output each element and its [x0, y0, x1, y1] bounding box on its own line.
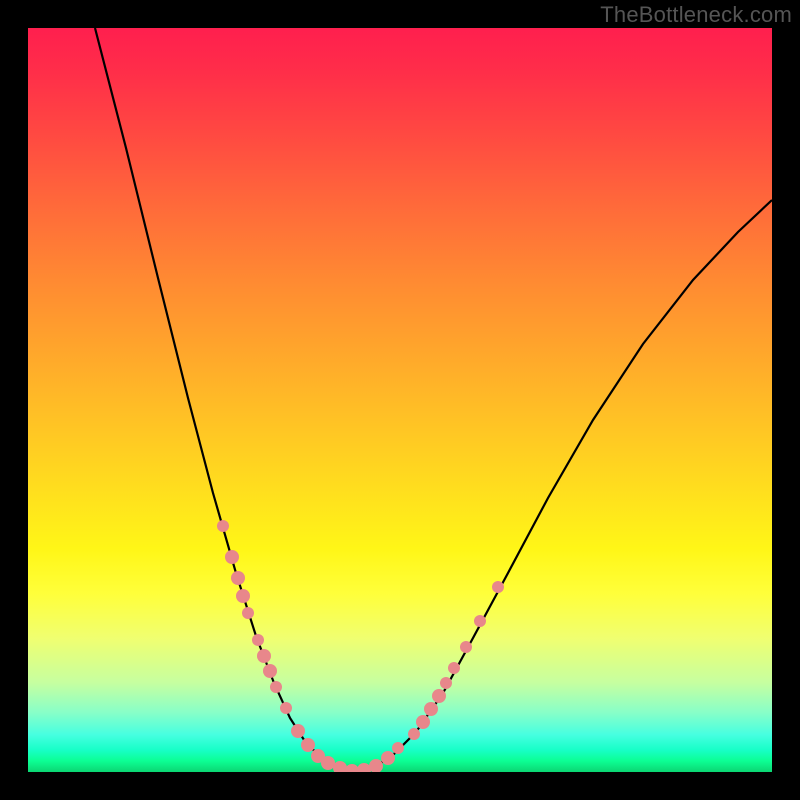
data-dot: [301, 738, 315, 752]
data-dot: [333, 761, 347, 772]
chart-plot-area: [28, 28, 772, 772]
data-dot: [291, 724, 305, 738]
data-dot: [280, 702, 292, 714]
curve-svg: [28, 28, 772, 772]
data-dot: [369, 759, 383, 772]
data-dot: [242, 607, 254, 619]
data-dot: [492, 581, 504, 593]
data-dot: [474, 615, 486, 627]
data-dot: [270, 681, 282, 693]
data-dot: [408, 728, 420, 740]
data-dot: [345, 764, 359, 772]
data-dot: [448, 662, 460, 674]
data-dot: [440, 677, 452, 689]
data-dot: [432, 689, 446, 703]
data-dot: [416, 715, 430, 729]
data-dot: [231, 571, 245, 585]
data-dot: [357, 763, 371, 772]
data-dot: [392, 742, 404, 754]
data-dot: [460, 641, 472, 653]
data-dot: [252, 634, 264, 646]
curve-left-branch: [95, 28, 353, 771]
data-dot: [236, 589, 250, 603]
data-dot: [381, 751, 395, 765]
data-dot: [424, 702, 438, 716]
data-dot: [257, 649, 271, 663]
data-dot: [321, 756, 335, 770]
data-dot: [225, 550, 239, 564]
watermark-text: TheBottleneck.com: [600, 2, 792, 28]
data-dot: [217, 520, 229, 532]
data-dot: [263, 664, 277, 678]
curve-right-branch: [353, 200, 772, 771]
